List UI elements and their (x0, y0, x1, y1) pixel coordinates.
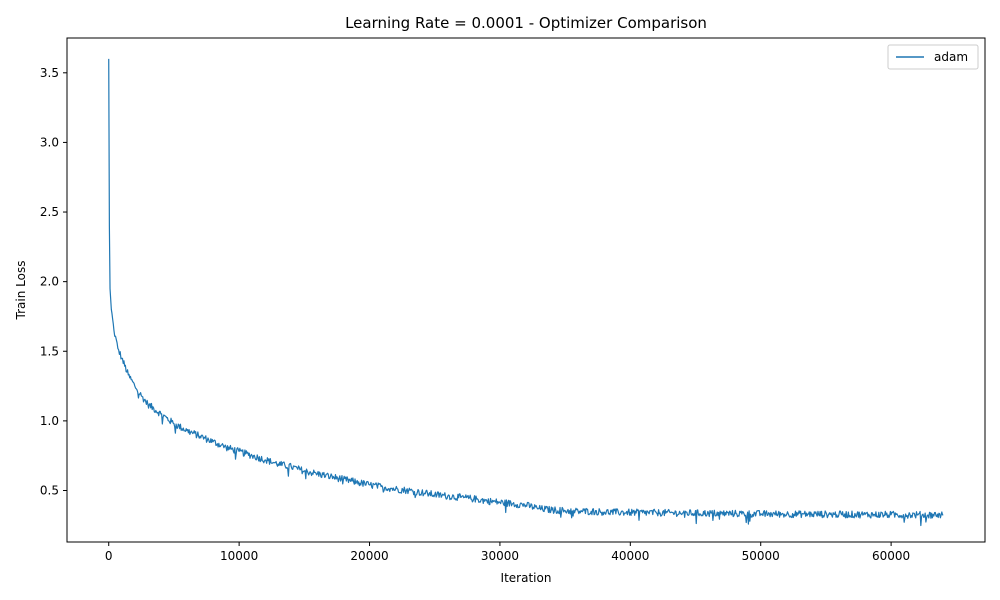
series-layer (108, 58, 944, 527)
chart-title: Learning Rate = 0.0001 - Optimizer Compa… (345, 14, 707, 32)
y-axis: 0.5 1.0 1.5 2.0 2.5 3.0 3.5 (40, 66, 67, 497)
legend-box (887, 44, 979, 70)
x-tick-label: 30000 (481, 549, 519, 563)
x-tick-label: 20000 (350, 549, 388, 563)
y-axis-label: Train Loss (14, 261, 28, 321)
legend: adam (887, 44, 979, 70)
series-line-adam (108, 58, 944, 527)
x-tick-label: 40000 (611, 549, 649, 563)
y-tick-label: 1.5 (40, 344, 59, 358)
x-axis: 0 10000 20000 30000 40000 50000 60000 (105, 542, 910, 563)
y-tick-label: 2.5 (40, 205, 59, 219)
x-tick-label: 50000 (742, 549, 780, 563)
legend-label-adam: adam (934, 50, 968, 64)
y-tick-label: 3.0 (40, 135, 59, 149)
x-tick-label: 60000 (872, 549, 910, 563)
x-tick-label: 0 (105, 549, 113, 563)
y-tick-label: 1.0 (40, 414, 59, 428)
y-tick-label: 3.5 (40, 66, 59, 80)
y-tick-label: 2.0 (40, 275, 59, 289)
y-tick-label: 0.5 (40, 483, 59, 497)
plot-frame (66, 37, 986, 543)
x-axis-label: Iteration (501, 571, 552, 585)
x-tick-label: 10000 (220, 549, 258, 563)
